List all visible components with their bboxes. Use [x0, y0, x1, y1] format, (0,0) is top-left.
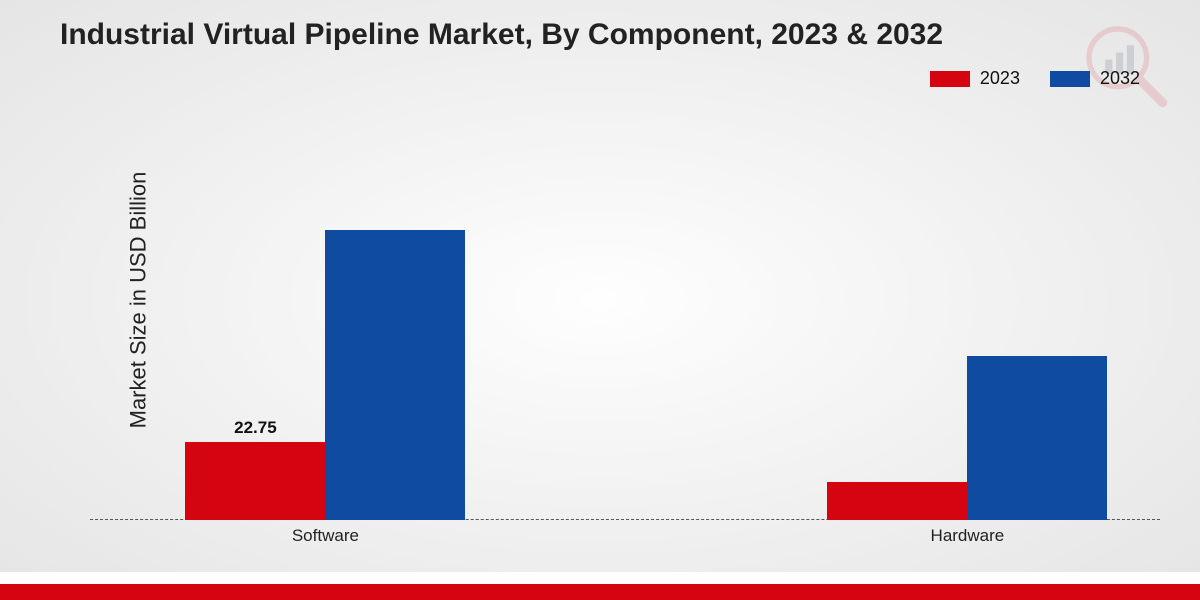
chart-title: Industrial Virtual Pipeline Market, By C… — [60, 18, 943, 52]
legend-swatch-2023 — [930, 71, 970, 87]
x-category-hardware: Hardware — [931, 526, 1005, 546]
x-category-software: Software — [292, 526, 359, 546]
bar-group-software: 22.75 — [185, 230, 465, 520]
plot-area: 22.75 Software Hardware — [90, 110, 1160, 520]
watermark-logo-icon — [1080, 20, 1170, 110]
bar-group-hardware — [827, 356, 1107, 520]
chart-container: Industrial Virtual Pipeline Market, By C… — [0, 0, 1200, 600]
bar-label-software-2023: 22.75 — [234, 418, 277, 438]
legend-item-2032: 2032 — [1050, 68, 1140, 89]
legend-swatch-2032 — [1050, 71, 1090, 87]
legend-label-2032: 2032 — [1100, 68, 1140, 89]
legend-label-2023: 2023 — [980, 68, 1020, 89]
bar-software-2023: 22.75 — [185, 442, 325, 520]
legend: 2023 2032 — [930, 68, 1140, 89]
legend-item-2023: 2023 — [930, 68, 1020, 89]
footer-red-band — [0, 584, 1200, 600]
bar-software-2032 — [325, 230, 465, 520]
bar-hardware-2032 — [967, 356, 1107, 520]
bar-hardware-2023 — [827, 482, 967, 520]
footer-white-strip — [0, 572, 1200, 584]
